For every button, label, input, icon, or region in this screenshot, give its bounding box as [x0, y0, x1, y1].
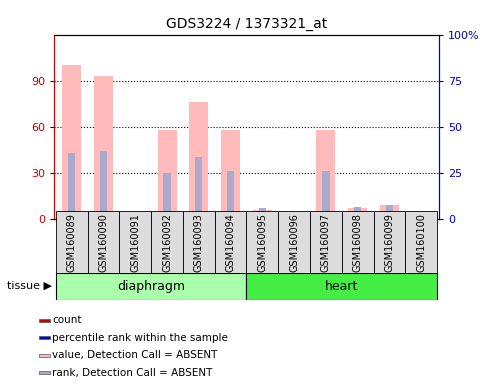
Bar: [386, 205, 393, 219]
Bar: [354, 207, 361, 219]
Text: GSM160090: GSM160090: [99, 213, 108, 272]
FancyBboxPatch shape: [56, 211, 88, 273]
FancyBboxPatch shape: [119, 211, 151, 273]
Bar: [348, 208, 367, 219]
Text: GSM160091: GSM160091: [130, 213, 141, 272]
Text: tissue ▶: tissue ▶: [7, 281, 52, 291]
Text: GSM160100: GSM160100: [416, 213, 426, 272]
FancyBboxPatch shape: [278, 211, 310, 273]
Bar: [163, 173, 171, 219]
Text: heart: heart: [325, 280, 358, 293]
Bar: [227, 171, 234, 219]
Text: GSM160094: GSM160094: [226, 213, 236, 272]
Text: GSM160093: GSM160093: [194, 213, 204, 272]
Bar: [39, 336, 50, 339]
Text: percentile rank within the sample: percentile rank within the sample: [52, 333, 228, 343]
FancyBboxPatch shape: [56, 273, 246, 300]
Bar: [94, 76, 113, 219]
Bar: [317, 130, 335, 219]
FancyBboxPatch shape: [342, 211, 374, 273]
Title: GDS3224 / 1373321_at: GDS3224 / 1373321_at: [166, 17, 327, 31]
Text: diaphragm: diaphragm: [117, 280, 185, 293]
Bar: [221, 130, 240, 219]
Text: GSM160099: GSM160099: [385, 213, 394, 272]
Bar: [62, 65, 81, 219]
Text: GSM160092: GSM160092: [162, 213, 172, 272]
Bar: [412, 214, 431, 219]
Text: count: count: [52, 315, 81, 325]
FancyBboxPatch shape: [405, 211, 437, 273]
Bar: [253, 210, 272, 219]
Bar: [195, 157, 203, 219]
Bar: [322, 171, 330, 219]
FancyBboxPatch shape: [310, 211, 342, 273]
Bar: [100, 151, 107, 219]
Bar: [39, 354, 50, 357]
FancyBboxPatch shape: [88, 211, 119, 273]
Text: rank, Detection Call = ABSENT: rank, Detection Call = ABSENT: [52, 368, 212, 378]
Bar: [158, 130, 176, 219]
FancyBboxPatch shape: [151, 211, 183, 273]
Bar: [380, 205, 399, 219]
Bar: [418, 214, 425, 219]
FancyBboxPatch shape: [246, 211, 278, 273]
Bar: [290, 216, 298, 219]
Bar: [259, 208, 266, 219]
Bar: [68, 153, 75, 219]
FancyBboxPatch shape: [246, 273, 437, 300]
FancyBboxPatch shape: [374, 211, 405, 273]
Bar: [284, 216, 304, 219]
Text: GSM160098: GSM160098: [352, 213, 363, 272]
Text: GSM160089: GSM160089: [67, 213, 77, 272]
Text: value, Detection Call = ABSENT: value, Detection Call = ABSENT: [52, 350, 217, 360]
Bar: [132, 214, 139, 219]
Bar: [39, 319, 50, 322]
Bar: [126, 213, 145, 219]
FancyBboxPatch shape: [183, 211, 215, 273]
Text: GSM160097: GSM160097: [321, 213, 331, 272]
Text: GSM160096: GSM160096: [289, 213, 299, 272]
Bar: [39, 371, 50, 374]
Text: GSM160095: GSM160095: [257, 213, 267, 272]
FancyBboxPatch shape: [215, 211, 246, 273]
Bar: [189, 102, 209, 219]
